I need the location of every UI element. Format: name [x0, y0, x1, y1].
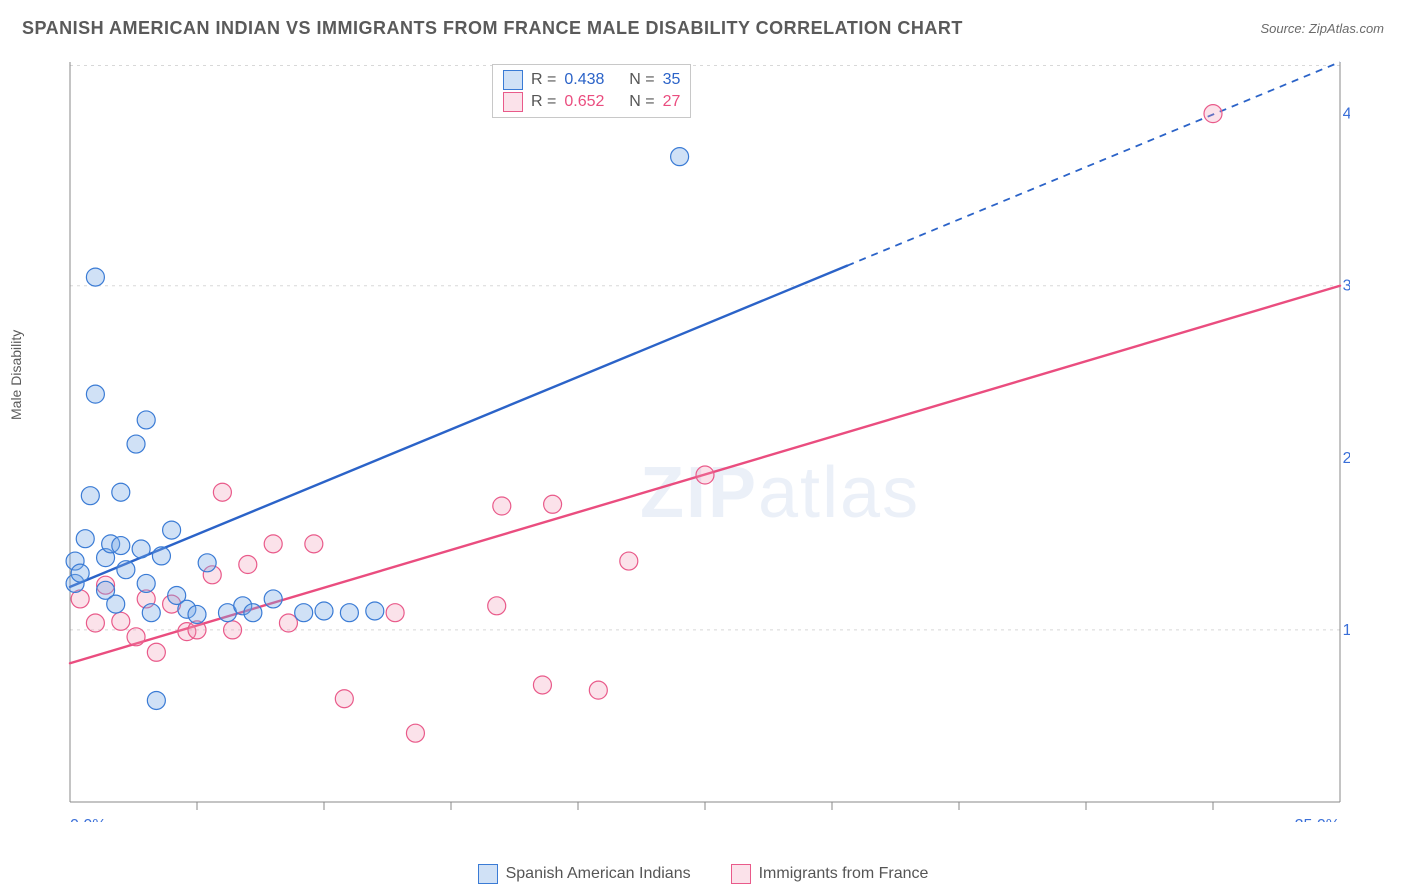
chart-area: ZIPatlas 10.0%20.0%30.0%40.0%0.0%25.0% R…: [50, 52, 1350, 822]
header: SPANISH AMERICAN INDIAN VS IMMIGRANTS FR…: [22, 18, 1384, 39]
svg-text:25.0%: 25.0%: [1295, 817, 1340, 822]
legend-item: Immigrants from France: [731, 864, 929, 884]
legend-swatch-icon: [503, 70, 523, 90]
legend-label: Immigrants from France: [759, 865, 929, 883]
svg-text:20.0%: 20.0%: [1343, 450, 1350, 467]
svg-text:10.0%: 10.0%: [1343, 622, 1350, 639]
correlation-stats-box: R =0.438 N =35R =0.652 N =27: [492, 64, 691, 118]
legend-swatch-icon: [731, 864, 751, 884]
y-axis-label: Male Disability: [8, 330, 24, 420]
chart-title: SPANISH AMERICAN INDIAN VS IMMIGRANTS FR…: [22, 18, 963, 39]
svg-text:30.0%: 30.0%: [1343, 278, 1350, 295]
series-legend: Spanish American Indians Immigrants from …: [0, 864, 1406, 884]
svg-text:0.0%: 0.0%: [70, 817, 106, 822]
legend-item: Spanish American Indians: [478, 864, 691, 884]
legend-swatch-icon: [503, 92, 523, 112]
legend-label: Spanish American Indians: [506, 865, 691, 883]
legend-swatch-icon: [478, 864, 498, 884]
source-label: Source: ZipAtlas.com: [1260, 21, 1384, 36]
stat-row: R =0.438 N =35: [503, 69, 680, 91]
svg-text:40.0%: 40.0%: [1343, 106, 1350, 123]
stat-row: R =0.652 N =27: [503, 91, 680, 113]
scatter-plot: 10.0% 20.0% 30.0% 40.0% 0.0% 25.0%: [50, 52, 1350, 822]
